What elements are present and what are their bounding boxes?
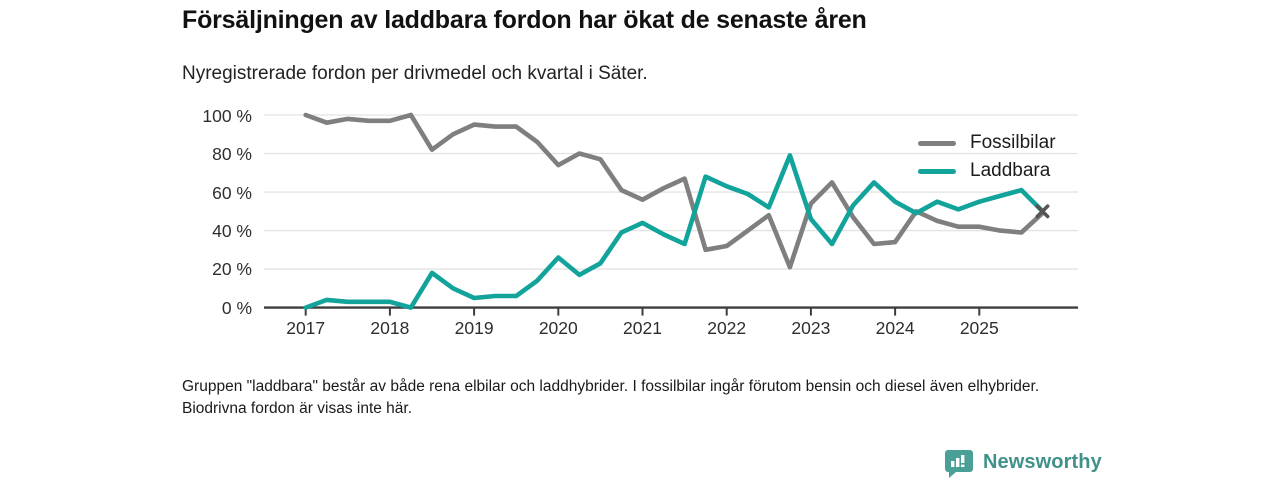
x-tick-label: 2017 [286, 318, 326, 338]
newsworthy-logo-text: Newsworthy [983, 451, 1102, 473]
y-tick-label: 80 % [212, 144, 252, 165]
line-laddbara [303, 153, 1045, 310]
page-title: Försäljningen av laddbara fordon har öka… [182, 6, 867, 34]
laddbara-line-swatch [918, 168, 956, 174]
legend-item-laddbara: Laddbara [918, 157, 1056, 185]
legend-item-fossilbilar: Fossilbilar [918, 129, 1056, 157]
y-tick-label: 20 % [212, 259, 252, 280]
newsworthy-branding: Newsworthy [944, 447, 1102, 478]
x-tick-label: 2018 [370, 318, 410, 338]
legend-label-laddbara: Laddbara [970, 160, 1051, 181]
x-tick-label: 2025 [959, 318, 999, 338]
line-chart [264, 112, 1078, 316]
newsworthy-logo-icon [945, 450, 973, 478]
y-tick-label: 60 % [212, 182, 252, 203]
x-tick-label: 2024 [875, 318, 915, 338]
x-tick-label: 2023 [791, 318, 831, 338]
y-tick-label: 40 % [212, 220, 252, 241]
legend-label-fossilbilar: Fossilbilar [970, 132, 1056, 153]
y-tick-label: 100 % [202, 106, 252, 126]
x-tick-label: 2022 [707, 318, 747, 338]
chart-legend: Fossilbilar Laddbara [918, 129, 1056, 185]
x-tick-label: 2020 [538, 318, 578, 338]
chart-footnote: Gruppen "laddbara" består av både rena e… [182, 378, 1040, 417]
fossilbilar-line-swatch [918, 140, 956, 146]
x-tick-label: 2021 [623, 318, 662, 338]
x-tick-label: 2019 [454, 318, 494, 338]
chart-subtitle: Nyregistrerade fordon per drivmedel och … [182, 63, 648, 84]
y-tick-label: 0 % [221, 297, 252, 318]
